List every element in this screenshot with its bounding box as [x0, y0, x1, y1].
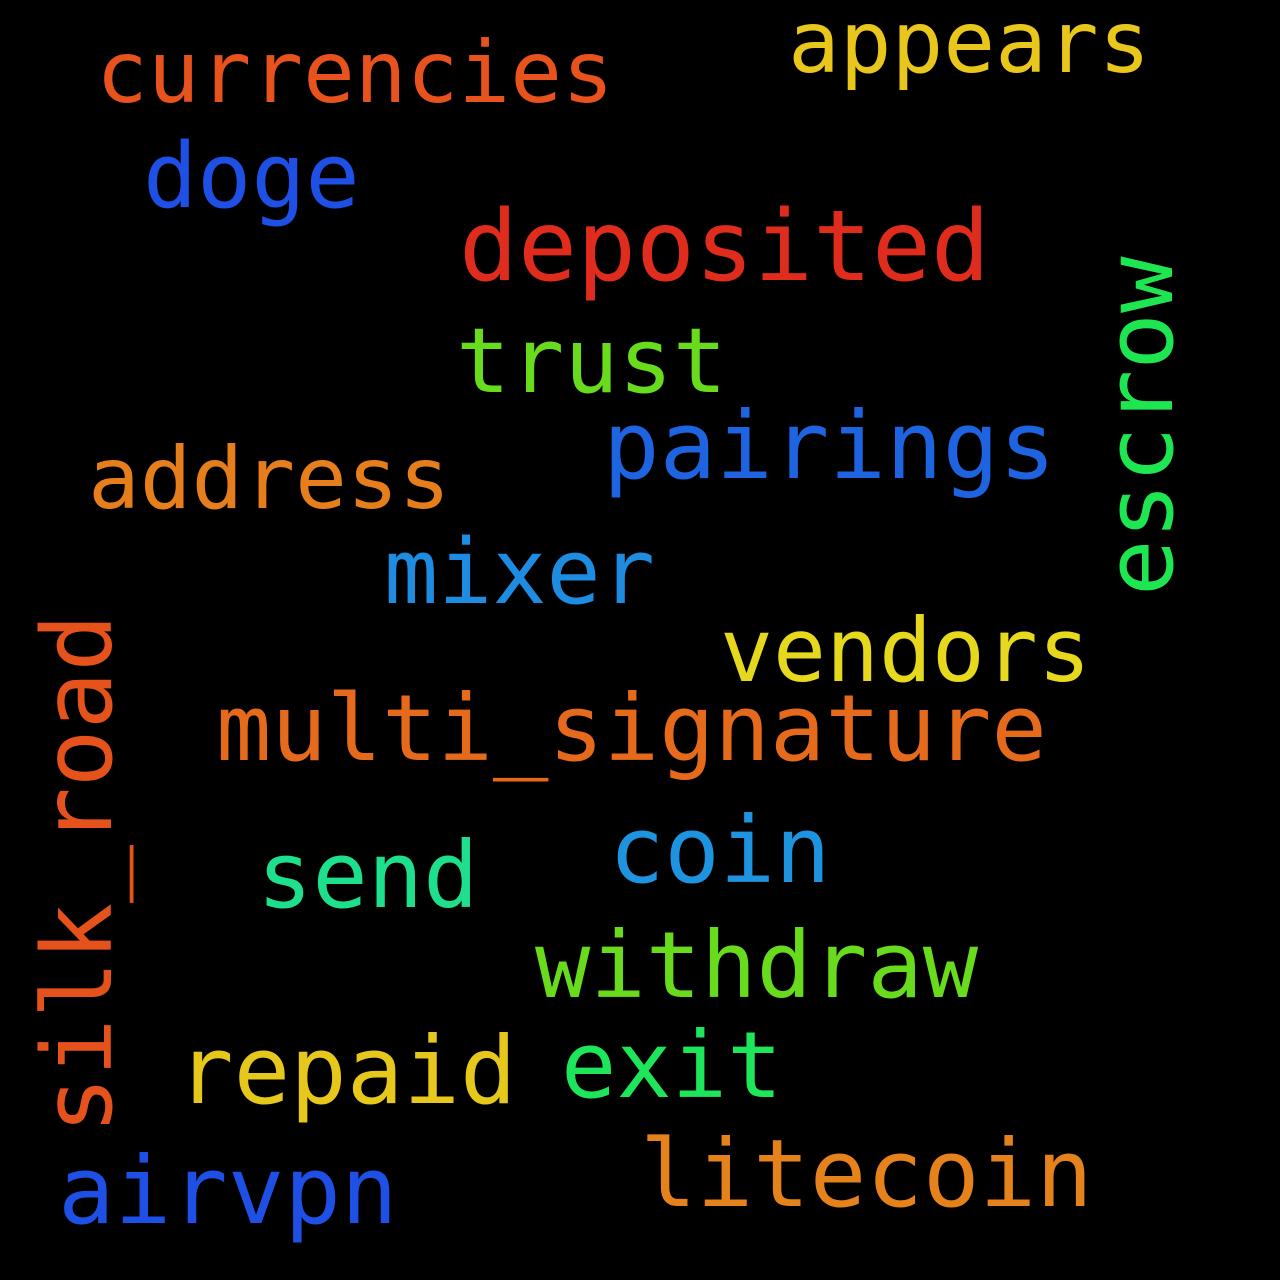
word-address: address	[88, 429, 451, 529]
word-coin: coin	[609, 797, 831, 904]
word-repaid: repaid	[177, 1017, 517, 1126]
word-mixer: mixer	[384, 520, 655, 625]
word-escrow: escrow	[1086, 256, 1195, 596]
word-pairings: pairings	[603, 392, 1056, 501]
word-appears: appears	[788, 0, 1151, 93]
word-exit: exit	[561, 1012, 783, 1119]
word-multi-signature: multi_signature	[216, 675, 1047, 782]
word-doge: doge	[143, 124, 360, 229]
word-deposited: deposited	[459, 190, 991, 304]
word-litecoin: litecoin	[640, 1120, 1093, 1229]
word-vendors: vendors	[720, 599, 1091, 702]
word-currencies: currencies	[96, 23, 614, 123]
word-send: send	[257, 822, 479, 929]
word-airvpn: airvpn	[58, 1137, 398, 1246]
word-silk-road: silk_road	[22, 613, 134, 1134]
word-trust: trust	[456, 309, 727, 414]
word-withdraw: withdraw	[535, 912, 979, 1019]
